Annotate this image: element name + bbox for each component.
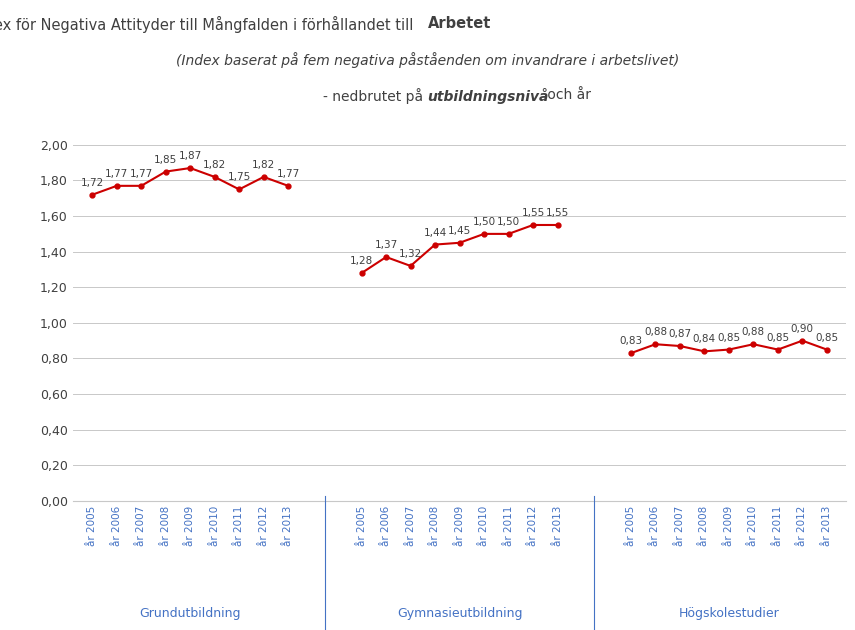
Text: 1,28: 1,28 [350,256,374,266]
Text: 1,82: 1,82 [252,160,275,170]
Text: 1,72: 1,72 [80,178,104,188]
Text: 1,32: 1,32 [399,249,422,259]
Text: 1,77: 1,77 [276,169,300,179]
Text: utbildningsnivå: utbildningsnivå [428,88,549,103]
Text: 0,88: 0,88 [742,328,765,337]
Text: 0,90: 0,90 [791,324,814,334]
Text: 1,37: 1,37 [374,240,398,250]
Text: 1,85: 1,85 [154,154,177,164]
Text: 1,87: 1,87 [179,151,202,161]
Text: 1,75: 1,75 [227,173,251,183]
Text: 1,77: 1,77 [105,169,128,179]
Text: 1,45: 1,45 [448,226,471,236]
Text: Index för Negativa Attityder till Mångfalden i förhållandet till: Index för Negativa Attityder till Mångfa… [0,16,428,33]
Text: 1,44: 1,44 [423,227,446,238]
Text: (Index baserat på fem negativa påståenden om invandrare i arbetslivet): (Index baserat på fem negativa påstående… [176,52,679,68]
Text: 0,88: 0,88 [644,328,667,337]
Text: 1,82: 1,82 [203,160,227,170]
Text: 0,85: 0,85 [717,333,740,343]
Text: 0,84: 0,84 [693,335,716,345]
Text: Arbetet: Arbetet [428,16,491,31]
Text: 1,50: 1,50 [497,217,520,227]
Text: och år: och år [543,88,591,101]
Text: 0,85: 0,85 [766,333,789,343]
Text: Gymnasieutbildning: Gymnasieutbildning [397,607,522,620]
Text: 0,87: 0,87 [669,329,692,339]
Text: Grundutbildning: Grundutbildning [139,607,241,620]
Text: Högskolestudier: Högskolestudier [679,607,779,620]
Text: 0,83: 0,83 [619,336,642,346]
Text: 1,77: 1,77 [130,169,153,179]
Text: 1,55: 1,55 [522,208,545,218]
Text: 1,55: 1,55 [545,208,569,218]
Text: 1,50: 1,50 [473,217,496,227]
Text: 0,85: 0,85 [816,333,839,343]
Text: - nedbrutet på: - nedbrutet på [323,88,428,103]
